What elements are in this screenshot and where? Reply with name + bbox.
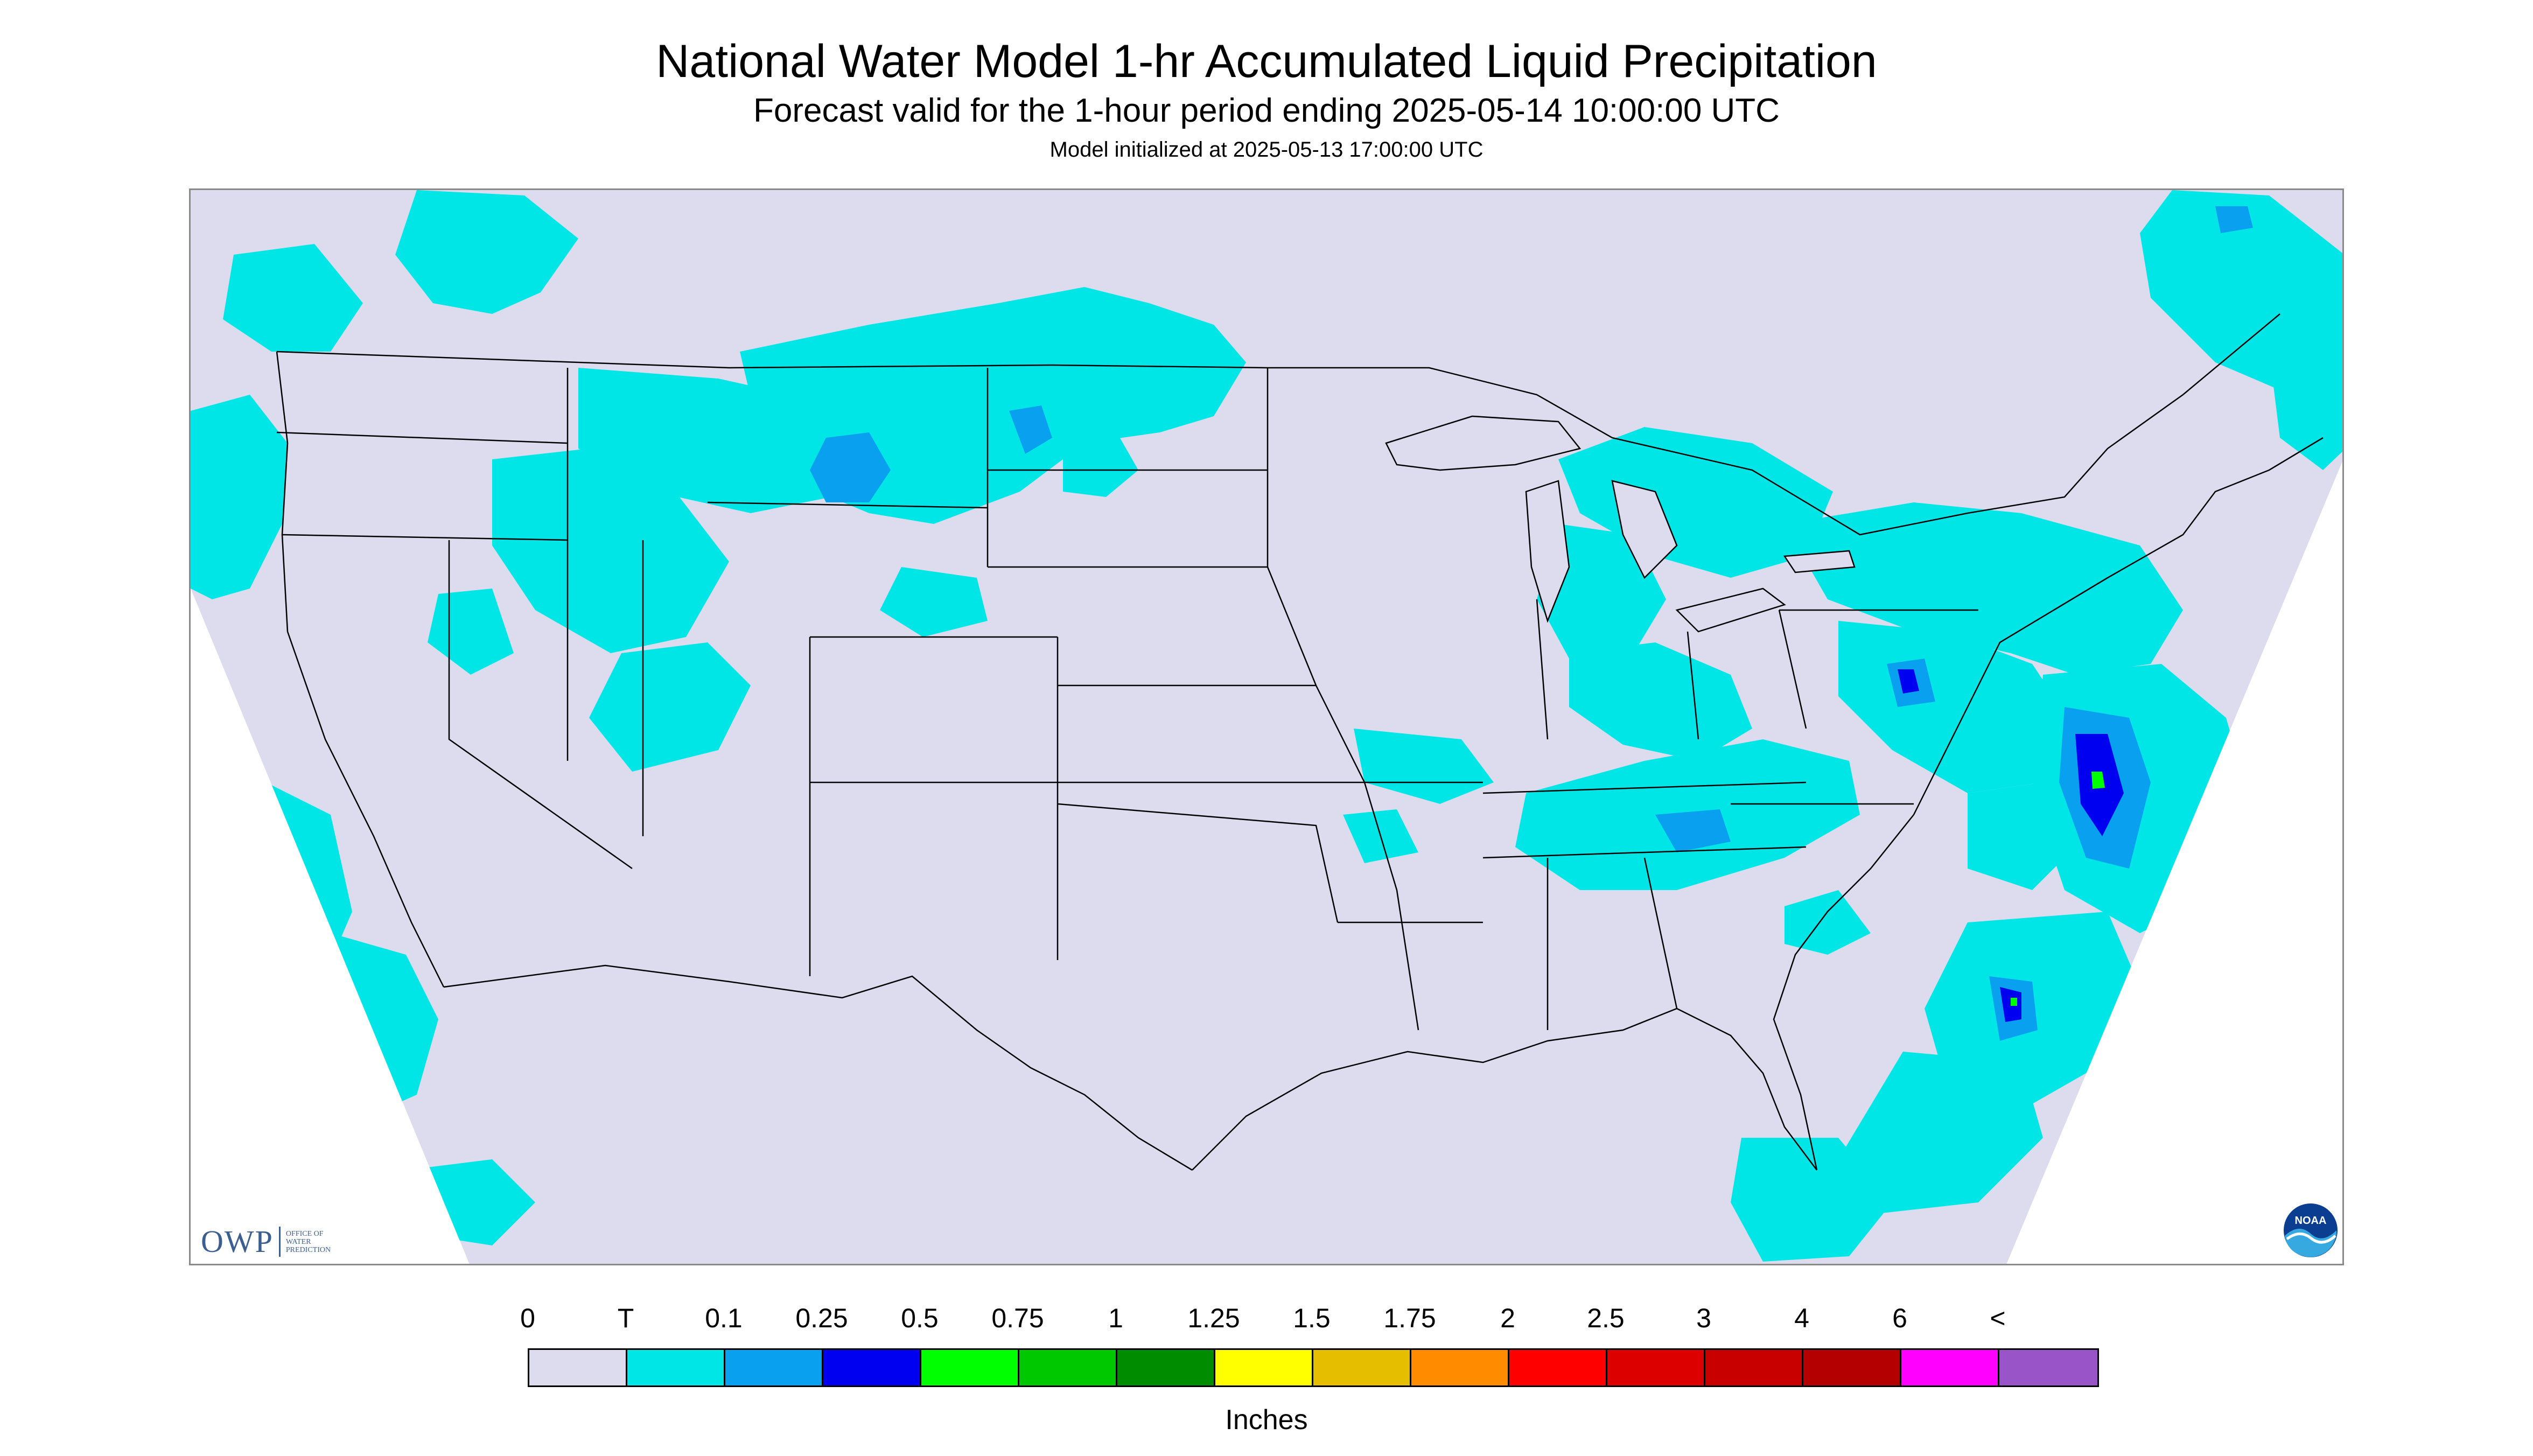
legend-swatch-7 [1215, 1350, 1313, 1385]
owp-logo-divider [278, 1227, 281, 1257]
state-line-ok-tx [1057, 803, 1339, 923]
legend-swatch-2 [725, 1350, 823, 1385]
legend-labels: 0 T 0.1 0.25 0.5 0.75 1 1.25 1.5 1.75 2 2.5 3 4 6 < [0, 1302, 2533, 1336]
legend-swatch-5 [1019, 1350, 1117, 1385]
precip-washington-bc [395, 190, 578, 314]
out-of-domain-east [2006, 461, 2342, 1264]
legend-swatch-10 [1509, 1350, 1607, 1385]
precip-heavy-atlantic [2091, 772, 2105, 789]
precip-carolinas-offshore [1968, 782, 2075, 890]
legend-swatch-11 [1607, 1350, 1705, 1385]
precip-kansas-missouri [1354, 729, 1494, 804]
lake-huron [1611, 480, 1678, 579]
noaa-logo-icon: NOAA [2284, 1203, 2338, 1257]
state-line-ca-nv [448, 540, 633, 870]
legend-swatch-3 [823, 1350, 921, 1385]
legend-label-9: 1.75 [1383, 1303, 1436, 1333]
legend-label-2: 0.1 [705, 1303, 743, 1333]
legend-label-5: 0.75 [991, 1303, 1044, 1333]
owp-logo-line3: Prediction [285, 1245, 331, 1254]
state-line-or-ca [282, 534, 568, 541]
precip-pacific-nw-coast [191, 395, 288, 599]
legend-swatch-0 [529, 1350, 627, 1385]
map-title: National Water Model 1-hr Accumulated Li… [656, 36, 1877, 87]
precip-core-quebec [2215, 206, 2253, 233]
precip-moderate-pa [1898, 669, 1919, 694]
state-line-mississippi [1266, 368, 1419, 1031]
legend-label-0: 0 [520, 1303, 535, 1333]
legend-swatch-14 [1901, 1350, 1999, 1385]
legend-swatch-13 [1803, 1350, 1901, 1385]
lake-michigan [1525, 480, 1570, 623]
atlantic-coastline [1773, 437, 2324, 1171]
legend-label-10: 2 [1500, 1303, 1515, 1333]
state-line-oh-pa [1687, 610, 1807, 740]
precip-quebec [2269, 341, 2342, 470]
lake-superior [1385, 415, 1582, 471]
state-line-il-in [1536, 599, 1549, 740]
gulf-coastline [1192, 1007, 1817, 1171]
legend-label-1: T [617, 1303, 634, 1333]
precip-wyoming-south [880, 567, 988, 637]
owp-logo: OWP Office of Water Prediction [201, 1223, 345, 1261]
state-line-ky-tn [1482, 781, 1807, 794]
legend-label-12: 3 [1696, 1303, 1711, 1333]
state-line-al-ga [1547, 857, 1678, 1030]
state-line-wa-or [276, 431, 568, 444]
forecast-valid-subtitle: Forecast valid for the 1-hour period end… [753, 92, 1780, 129]
legend-label-3: 0.25 [795, 1303, 848, 1333]
legend-colorbar [528, 1348, 2099, 1387]
precip-utah [589, 642, 751, 772]
precip-indiana-ohio [1569, 642, 1752, 761]
mexico-border [443, 964, 1193, 1171]
legend-label-4: 0.5 [901, 1303, 939, 1333]
precipitation-map: OWP Office of Water Prediction NOAA [189, 188, 2344, 1265]
pacific-coastline [276, 351, 445, 988]
precip-atlantic-south-3 [1731, 1138, 1892, 1262]
noaa-logo-text: NOAA [2295, 1215, 2327, 1227]
us-canada-border [276, 313, 2280, 536]
precip-core-tennessee [1655, 809, 1731, 852]
legend-label-14: 6 [1892, 1303, 1907, 1333]
lake-ontario [1783, 550, 1856, 573]
state-line-dakotas [986, 368, 1268, 568]
model-init-line: Model initialized at 2025-05-13 17:00:00… [1049, 138, 1484, 162]
legend-label-11: 2.5 [1587, 1303, 1625, 1333]
legend-swatch-15 [1999, 1350, 2097, 1385]
legend-label-15: < [1990, 1303, 2006, 1333]
state-line-mt-wy [707, 501, 988, 509]
precip-northeast-band [1785, 502, 2183, 675]
precip-central-montana [1063, 432, 1138, 497]
lake-erie [1675, 587, 1786, 633]
legend-units: Inches [1225, 1404, 1308, 1436]
precip-idaho-great-basin [492, 449, 729, 653]
owp-logo-abbrev: OWP [201, 1224, 274, 1259]
legend-swatch-4 [921, 1350, 1019, 1385]
owp-logo-line2: Water [285, 1237, 311, 1246]
legend-swatch-8 [1313, 1350, 1411, 1385]
precip-east-canada [2140, 190, 2342, 395]
precip-bc-west [223, 244, 363, 352]
owp-logo-line1: Office of [285, 1229, 324, 1238]
precip-atlantic-south-2 [1838, 1052, 2043, 1213]
great-lakes [1385, 415, 1856, 633]
legend-swatch-9 [1411, 1350, 1509, 1385]
precip-sc-coast [1785, 890, 1871, 955]
precip-core-montana [810, 432, 891, 502]
legend-label-8: 1.5 [1293, 1303, 1331, 1333]
legend-swatch-6 [1117, 1350, 1215, 1385]
state-line-tn-south [1482, 846, 1807, 859]
state-boundaries [276, 313, 2324, 1171]
legend-swatch-1 [627, 1350, 725, 1385]
legend-label-7: 1.25 [1187, 1303, 1240, 1333]
map-canvas [191, 190, 2342, 1264]
legend-swatch-12 [1705, 1350, 1803, 1385]
precip-heavy-offshore [2011, 998, 2017, 1006]
owp-logo-text: Office of Water Prediction [286, 1230, 345, 1254]
legend-label-13: 4 [1794, 1303, 1809, 1333]
legend-label-6: 1 [1108, 1303, 1123, 1333]
precip-core-northdakota [1009, 405, 1052, 454]
